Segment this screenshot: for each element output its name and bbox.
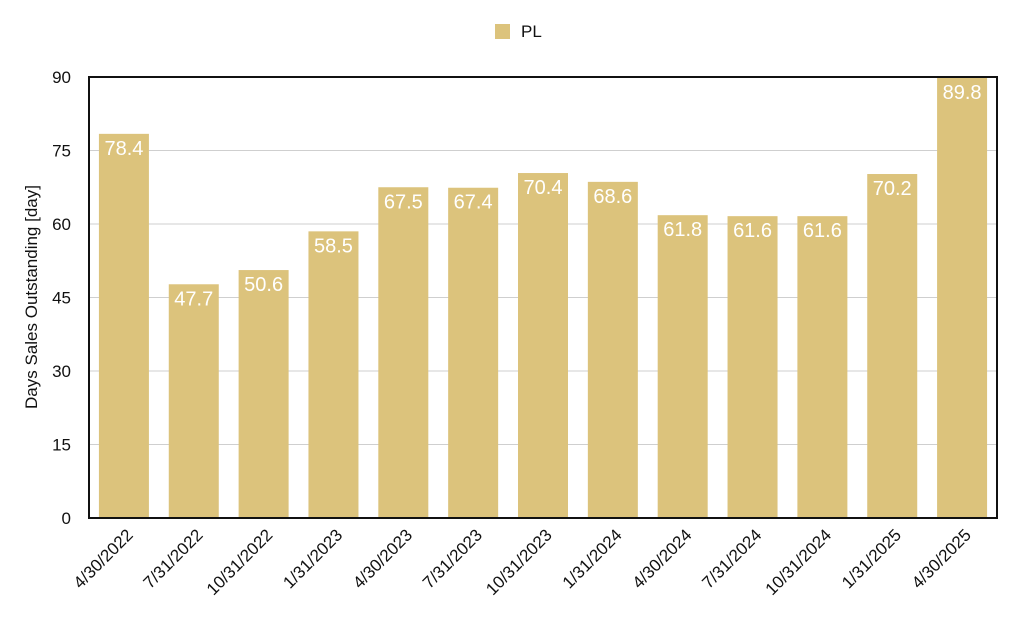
bar-1/31/2025 bbox=[867, 174, 918, 518]
plot-area-frame bbox=[88, 76, 998, 519]
data-label-10/31/2022: 50.6 bbox=[244, 274, 283, 296]
data-label-7/31/2022: 47.7 bbox=[174, 288, 213, 310]
y-tick-label-0: 0 bbox=[62, 509, 71, 528]
data-label-1/31/2023: 58.5 bbox=[314, 235, 353, 257]
bar-7/31/2024 bbox=[727, 216, 778, 518]
bar-1/31/2023 bbox=[308, 231, 359, 518]
data-label-1/31/2025: 70.2 bbox=[873, 178, 912, 200]
data-label-1/31/2024: 68.6 bbox=[593, 186, 632, 208]
x-tick-label-4/30/2022: 4/30/2022 bbox=[70, 525, 137, 592]
data-label-4/30/2025: 89.8 bbox=[943, 82, 982, 104]
bar-4/30/2022 bbox=[98, 133, 149, 518]
bar-1/31/2024 bbox=[587, 181, 638, 519]
bar-4/30/2023 bbox=[378, 187, 429, 518]
bar-4/30/2025 bbox=[937, 77, 988, 518]
x-tick-label-10/31/2024: 10/31/2024 bbox=[762, 525, 836, 599]
data-label-10/31/2024: 61.6 bbox=[803, 220, 842, 242]
x-tick-label-1/31/2023: 1/31/2023 bbox=[279, 525, 346, 592]
x-tick-label-4/30/2023: 4/30/2023 bbox=[349, 525, 416, 592]
x-tick-label-7/31/2022: 7/31/2022 bbox=[140, 525, 207, 592]
bar-7/31/2023 bbox=[448, 187, 499, 519]
y-tick-label-30: 30 bbox=[52, 362, 71, 381]
legend-label-pl: PL bbox=[521, 22, 542, 41]
y-axis-title: Days Sales Outstanding [day] bbox=[22, 185, 41, 409]
data-label-10/31/2023: 70.4 bbox=[524, 177, 563, 199]
legend-swatch-pl bbox=[495, 24, 510, 39]
x-tick-label-10/31/2023: 10/31/2023 bbox=[482, 525, 556, 599]
bar-10/31/2023 bbox=[518, 173, 568, 519]
y-tick-label-75: 75 bbox=[52, 142, 71, 161]
y-axis-ticks: 0 15 30 45 60 75 90 bbox=[52, 68, 71, 528]
bars bbox=[98, 77, 988, 519]
x-tick-label-7/31/2023: 7/31/2023 bbox=[419, 525, 486, 592]
data-label-4/30/2023: 67.5 bbox=[384, 191, 423, 213]
data-label-7/31/2024: 61.6 bbox=[733, 220, 772, 242]
x-tick-label-4/30/2024: 4/30/2024 bbox=[629, 525, 696, 592]
y-tick-label-90: 90 bbox=[52, 68, 71, 87]
data-label-4/30/2024: 61.8 bbox=[663, 219, 702, 241]
legend: PL bbox=[495, 22, 542, 41]
y-tick-label-60: 60 bbox=[52, 215, 71, 234]
data-label-4/30/2022: 78.4 bbox=[104, 138, 143, 160]
bar-4/30/2024 bbox=[657, 215, 708, 518]
bar-7/31/2022 bbox=[168, 284, 219, 518]
bar-10/31/2024 bbox=[797, 216, 848, 518]
x-tick-label-4/30/2025: 4/30/2025 bbox=[908, 525, 975, 592]
data-label-7/31/2023: 67.4 bbox=[454, 192, 493, 214]
y-tick-label-15: 15 bbox=[52, 436, 71, 455]
x-tick-label-7/31/2024: 7/31/2024 bbox=[698, 525, 765, 592]
x-tick-label-1/31/2024: 1/31/2024 bbox=[559, 525, 626, 592]
y-tick-label-45: 45 bbox=[52, 289, 71, 308]
x-tick-label-10/31/2022: 10/31/2022 bbox=[203, 525, 277, 599]
x-tick-label-1/31/2025: 1/31/2025 bbox=[838, 525, 905, 592]
bar-10/31/2022 bbox=[238, 270, 289, 518]
data-labels: 78.4 47.7 50.6 58.5 67.5 67.4 70.4 68.6 61.8 61.6… bbox=[104, 82, 981, 310]
